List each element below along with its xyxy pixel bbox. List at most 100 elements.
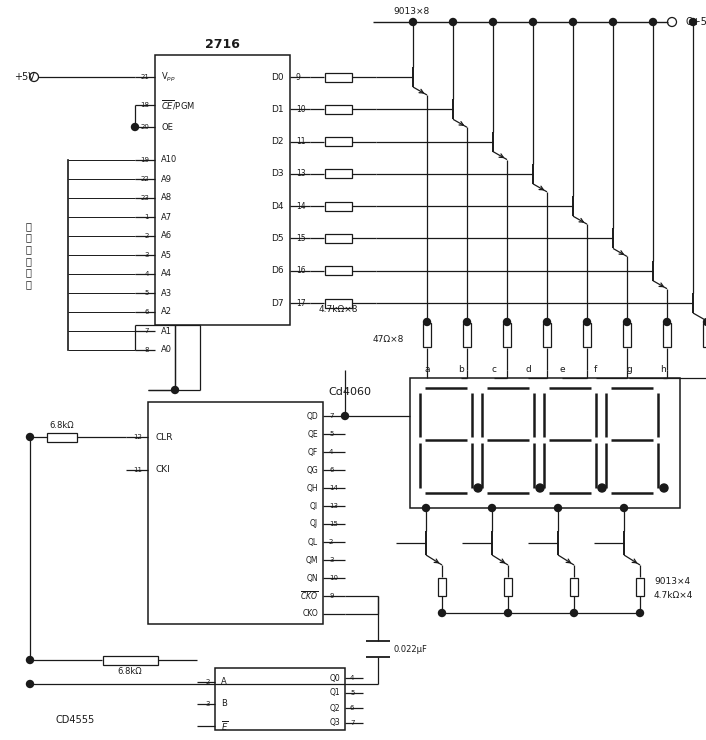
- Bar: [663, 323, 671, 347]
- Text: a: a: [424, 366, 430, 374]
- Bar: [102, 656, 157, 665]
- Bar: [583, 323, 591, 347]
- Circle shape: [609, 18, 616, 25]
- Text: A6: A6: [161, 232, 172, 240]
- Text: CKO: CKO: [302, 610, 318, 619]
- Text: D1: D1: [271, 105, 284, 114]
- Circle shape: [690, 18, 697, 25]
- Bar: [215, 668, 345, 730]
- Bar: [325, 137, 352, 146]
- Circle shape: [570, 18, 577, 25]
- Text: 10: 10: [296, 105, 306, 114]
- Text: 22: 22: [140, 176, 149, 182]
- Text: D5: D5: [271, 234, 284, 243]
- Circle shape: [424, 318, 431, 326]
- Bar: [636, 578, 644, 596]
- Text: g: g: [626, 366, 633, 374]
- Circle shape: [664, 318, 671, 326]
- Text: A4: A4: [161, 269, 172, 278]
- Circle shape: [27, 434, 33, 440]
- Text: A2: A2: [161, 308, 172, 317]
- Bar: [463, 323, 471, 347]
- Text: D4: D4: [272, 201, 284, 211]
- Text: b: b: [457, 366, 464, 374]
- Text: 14: 14: [329, 485, 338, 491]
- Text: 2716: 2716: [205, 38, 240, 52]
- Text: Q2: Q2: [330, 704, 340, 713]
- Text: 9013×4: 9013×4: [654, 576, 690, 585]
- Text: 12: 12: [133, 434, 142, 440]
- Circle shape: [544, 318, 551, 326]
- Circle shape: [27, 681, 33, 687]
- Circle shape: [27, 656, 33, 664]
- Text: A5: A5: [161, 251, 172, 260]
- Text: $\overline{E}$: $\overline{E}$: [221, 719, 228, 733]
- Text: 5: 5: [145, 290, 149, 296]
- Text: 19: 19: [140, 157, 149, 163]
- Text: A7: A7: [161, 212, 172, 221]
- Text: A1: A1: [161, 326, 172, 335]
- Text: 23: 23: [140, 195, 149, 201]
- Text: QG: QG: [306, 465, 318, 474]
- Text: 17: 17: [296, 298, 306, 308]
- Text: $\overline{CKO}$: $\overline{CKO}$: [299, 590, 318, 602]
- Circle shape: [131, 124, 138, 130]
- Text: 0.022μF: 0.022μF: [394, 645, 428, 653]
- Text: 5: 5: [329, 431, 333, 437]
- Text: 47Ω×8: 47Ω×8: [373, 335, 405, 345]
- Text: A: A: [221, 678, 227, 687]
- Text: OE: OE: [161, 123, 173, 132]
- Circle shape: [438, 610, 445, 616]
- Text: 4: 4: [145, 271, 149, 277]
- Text: D3: D3: [271, 169, 284, 178]
- Text: CD4555: CD4555: [55, 715, 94, 725]
- Text: D7: D7: [271, 298, 284, 308]
- Bar: [543, 323, 551, 347]
- Bar: [703, 323, 706, 347]
- Circle shape: [464, 318, 470, 326]
- Text: 5: 5: [350, 690, 354, 696]
- Text: V$_{pp}$: V$_{pp}$: [161, 70, 176, 84]
- Circle shape: [474, 484, 482, 492]
- Bar: [325, 266, 352, 275]
- Text: d: d: [525, 366, 531, 374]
- Bar: [325, 234, 352, 243]
- Text: 6.8kΩ: 6.8kΩ: [49, 420, 74, 429]
- Bar: [325, 73, 352, 81]
- Bar: [504, 578, 512, 596]
- Text: 15: 15: [296, 234, 306, 243]
- Text: Cd4060: Cd4060: [328, 387, 371, 397]
- Circle shape: [598, 484, 606, 492]
- Circle shape: [409, 18, 417, 25]
- Text: B: B: [221, 699, 227, 708]
- Text: 9: 9: [296, 73, 301, 81]
- Bar: [423, 323, 431, 347]
- Bar: [623, 323, 631, 347]
- Text: D6: D6: [271, 266, 284, 275]
- Text: 4: 4: [350, 675, 354, 681]
- Text: CKI: CKI: [156, 465, 171, 474]
- Bar: [570, 578, 578, 596]
- Text: h: h: [660, 366, 666, 374]
- Text: Q0: Q0: [329, 673, 340, 682]
- Text: A10: A10: [161, 155, 177, 164]
- Text: O+5V: O+5V: [685, 17, 706, 27]
- Circle shape: [554, 505, 561, 511]
- Circle shape: [623, 318, 630, 326]
- Text: A3: A3: [161, 289, 172, 297]
- Text: 11: 11: [296, 137, 306, 146]
- Circle shape: [637, 610, 643, 616]
- Text: 11: 11: [133, 467, 142, 473]
- Text: 6: 6: [145, 309, 149, 315]
- Circle shape: [660, 484, 668, 492]
- Text: 3: 3: [205, 701, 210, 707]
- Text: Q3: Q3: [329, 719, 340, 727]
- Circle shape: [530, 18, 537, 25]
- Bar: [325, 201, 352, 211]
- Text: QF: QF: [308, 448, 318, 457]
- Circle shape: [489, 18, 496, 25]
- Text: 4.7kΩ×8: 4.7kΩ×8: [318, 306, 358, 314]
- Circle shape: [489, 505, 496, 511]
- Text: 6: 6: [329, 467, 333, 473]
- Text: 8: 8: [145, 347, 149, 353]
